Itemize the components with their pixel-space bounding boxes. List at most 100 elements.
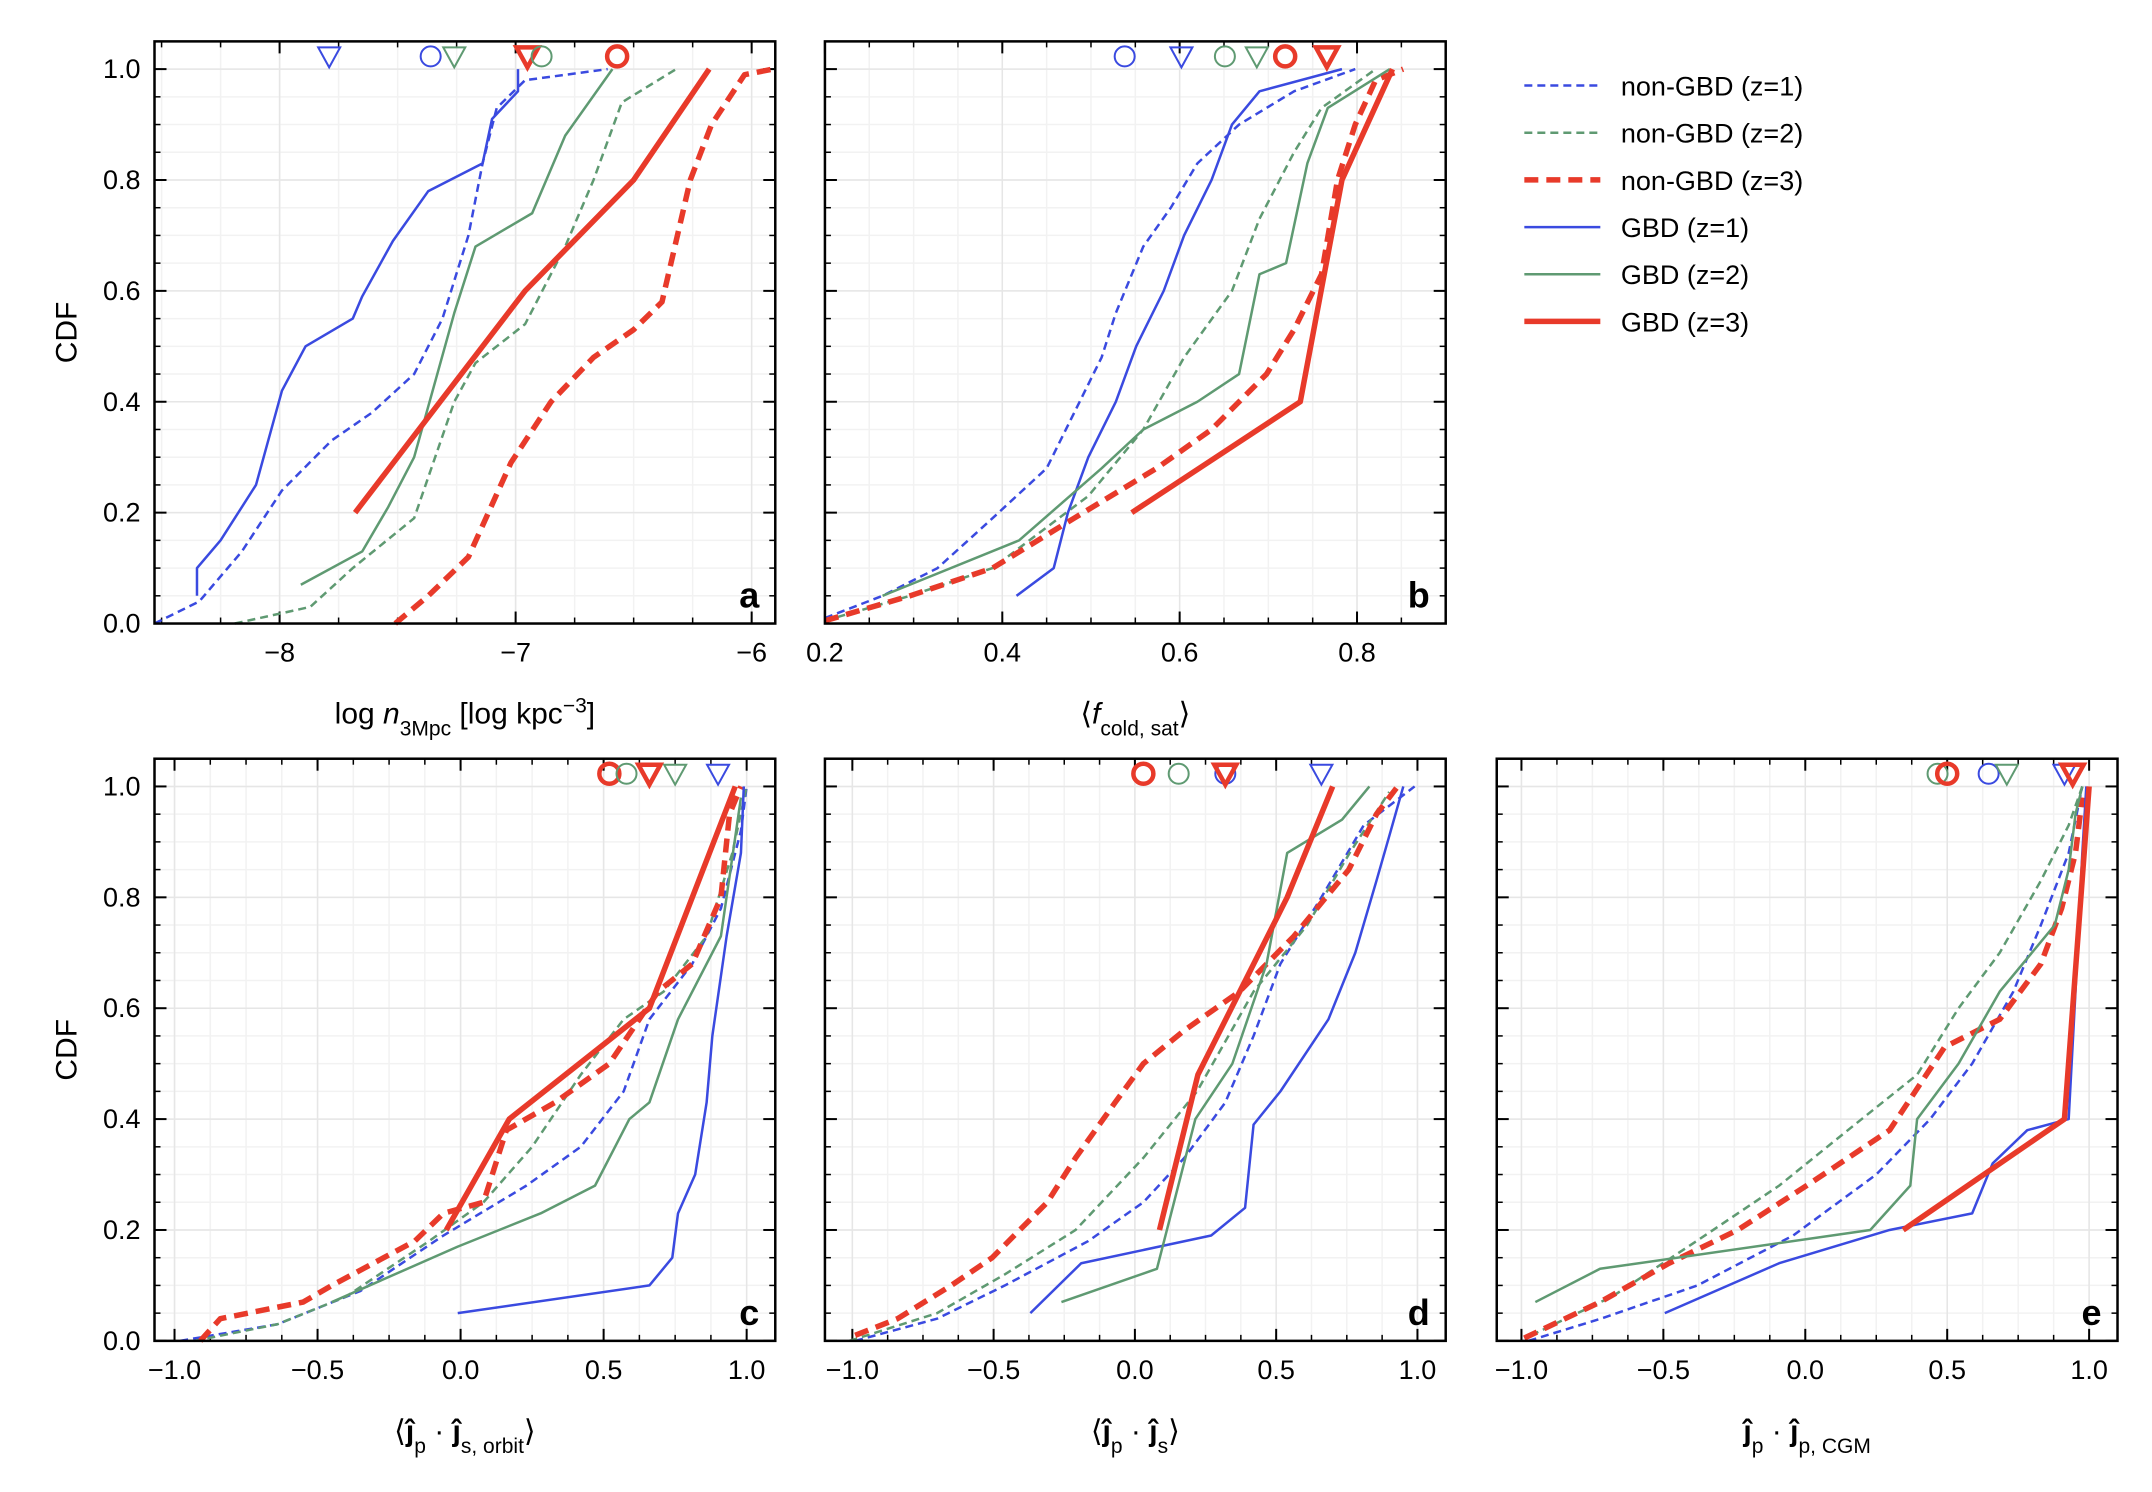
y-tick-label: 0.0 — [103, 609, 141, 639]
median-marker — [705, 763, 731, 787]
x-axis-label-part: ⟩ — [1179, 698, 1191, 731]
legend-label: GBD (z=3) — [1621, 307, 1749, 337]
x-axis-label-part: · — [1123, 1415, 1150, 1448]
x-tick-label: 0.8 — [1338, 638, 1376, 668]
panel-label: e — [2081, 1292, 2101, 1333]
x-axis-label-part: ⟨ — [394, 1415, 406, 1448]
x-axis-label: ĵp · ĵp, CGM — [1741, 1415, 1870, 1458]
x-axis-label-part: ĵ — [1147, 1415, 1159, 1448]
x-axis-label-part: ⟨ — [1080, 698, 1092, 731]
median-marker — [1168, 46, 1195, 70]
x-tick-label: −8 — [264, 638, 295, 668]
cdf-line — [352, 67, 712, 515]
panel: −1.0 −0.5 0.0 0.5 1.0 0.0 0.2 0.4 0.6 0.8 1.0 c ⟨ĵp … — [51, 757, 777, 1458]
axes-frame — [153, 757, 777, 1343]
cdf-line — [1530, 786, 2084, 1337]
x-tick-label: 1.0 — [2070, 1355, 2108, 1385]
legend-label: non-GBD (z=1) — [1621, 72, 1803, 102]
cdf-line — [1015, 67, 1343, 597]
axes-frame — [823, 757, 1447, 1343]
y-tick-label: 0.8 — [103, 165, 141, 195]
x-axis-label: ⟨ĵp · ĵs, orbit⟩ — [394, 1415, 536, 1458]
cdf-line — [331, 797, 743, 1304]
cdf-line — [854, 784, 1400, 1338]
median-marker — [1272, 44, 1298, 69]
x-tick-label: −1.0 — [826, 1355, 879, 1385]
x-tick-label: 1.0 — [728, 1355, 766, 1385]
panel-label: d — [1408, 1292, 1430, 1333]
median-marker — [615, 762, 638, 785]
x-tick-label: −1.0 — [148, 1355, 201, 1385]
panel: −8 −7 −6 0.0 0.2 0.4 0.6 0.8 1.0 a log n3Mpc [log … — [51, 40, 777, 740]
median-marker — [1113, 45, 1136, 68]
median-marker — [1210, 762, 1241, 790]
median-marker — [1994, 763, 2020, 787]
y-tick-label: 0.2 — [103, 1215, 141, 1245]
panel: −1.0 −0.5 0.0 0.5 1.0d⟨ĵp · ĵs⟩ — [823, 757, 1447, 1458]
median-marker — [419, 45, 442, 68]
cdf-line — [824, 68, 1377, 622]
x-axis-label-part: cold, sat — [1100, 717, 1178, 740]
median-marker — [1977, 762, 2000, 785]
cdf-line — [300, 68, 614, 586]
y-tick-label: 0.2 — [103, 498, 141, 528]
x-tick-label: −7 — [500, 638, 531, 668]
cdf-line — [234, 68, 677, 625]
x-tick-label: 0.4 — [984, 638, 1022, 668]
x-axis-label-part: log — [335, 698, 383, 731]
median-marker — [1934, 761, 1960, 786]
median-marker — [1244, 46, 1270, 70]
cdf-line — [457, 786, 746, 1315]
median-marker — [604, 44, 630, 69]
x-axis-label-part: p, CGM — [1798, 1434, 1870, 1457]
x-tick-label: −1.0 — [1495, 1355, 1548, 1385]
x-axis-label-part: p — [1111, 1434, 1123, 1457]
median-marker — [512, 45, 543, 73]
median-marker — [2057, 762, 2088, 790]
median-marker — [1131, 761, 1156, 786]
y-axis-label: CDF — [51, 302, 84, 364]
x-tick-label: 0.5 — [585, 1355, 623, 1385]
cdf-line — [824, 66, 1405, 624]
cdf-line — [1523, 797, 2086, 1341]
axes-frame — [823, 40, 1447, 625]
median-marker — [1308, 763, 1335, 787]
median-marker — [634, 762, 665, 790]
median-marker — [441, 46, 467, 70]
cdf-line — [882, 68, 1391, 597]
cdf-line — [1534, 786, 2084, 1304]
x-tick-label: 0.0 — [1787, 1355, 1825, 1385]
cdf-line — [195, 69, 520, 596]
x-tick-label: 1.0 — [1399, 1355, 1437, 1385]
median-marker — [1312, 45, 1342, 73]
x-axis-label-part: ĵ — [1741, 1415, 1753, 1448]
cdf-line — [1130, 67, 1395, 515]
x-tick-label: 0.5 — [1928, 1355, 1966, 1385]
cdf-line — [443, 785, 738, 1232]
x-tick-label: 0.5 — [1257, 1355, 1295, 1385]
y-tick-label: 0.6 — [103, 276, 141, 306]
median-marker — [597, 761, 622, 786]
x-axis-label-part: [log kpc — [451, 698, 563, 731]
panel: 0.2 0.4 0.6 0.8 b ⟨fcold, sat⟩ — [806, 40, 1447, 740]
x-axis-label-part: ⟩ — [1168, 1415, 1180, 1448]
median-marker — [1167, 762, 1190, 785]
x-axis-label-part: s, orbit — [461, 1434, 524, 1457]
y-axis-label: CDF — [51, 1019, 84, 1081]
x-axis-label: log n3Mpc [log kpc−3] — [335, 694, 595, 740]
median-marker — [316, 46, 342, 70]
median-marker — [662, 763, 688, 787]
median-marker — [1213, 45, 1236, 68]
x-axis-label-part: ĵ — [404, 1415, 416, 1448]
legend-label: non-GBD (z=2) — [1621, 119, 1803, 149]
cdf-line — [824, 67, 1356, 620]
y-tick-label: 0.4 — [103, 387, 141, 417]
x-axis-label-part: · — [1763, 1415, 1790, 1448]
x-axis-label: ⟨ĵp · ĵs⟩ — [1091, 1415, 1180, 1458]
legend: non-GBD (z=1) non-GBD (z=2) non-GBD (z=3) G… — [1524, 72, 1803, 337]
panel-label: b — [1408, 575, 1430, 616]
x-tick-label: 0.0 — [442, 1355, 480, 1385]
y-tick-label: 1.0 — [103, 771, 141, 801]
